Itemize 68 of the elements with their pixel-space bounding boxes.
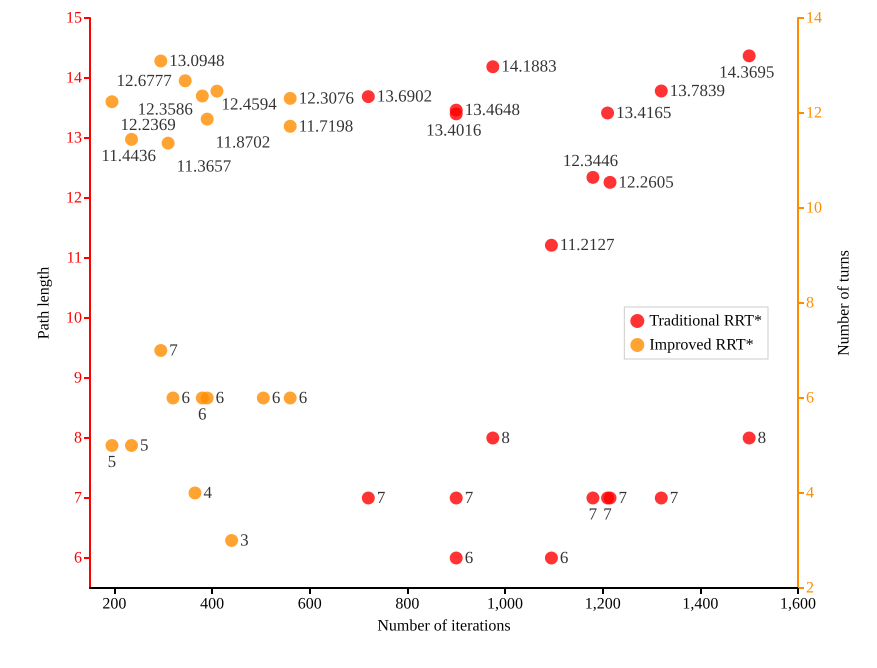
data-label: 7 xyxy=(169,340,178,360)
data-label: 13.0948 xyxy=(169,50,225,70)
y2-tick-label: 10 xyxy=(806,200,822,216)
data-label: 13.6902 xyxy=(376,86,432,106)
x-tick-label: 1,000 xyxy=(487,596,524,612)
y2-tick-label: 2 xyxy=(806,580,814,596)
data-label: 4 xyxy=(203,483,212,502)
y-tick-label: 8 xyxy=(74,430,82,446)
y-tick-label: 9 xyxy=(74,370,82,386)
x-tick-label: 1,400 xyxy=(682,596,718,612)
data-label: 6 xyxy=(272,388,280,407)
data-label: 13.4016 xyxy=(426,120,482,140)
x-tick-label: 800 xyxy=(395,596,420,612)
data-label: 12.3076 xyxy=(298,88,354,108)
y2-tick-label: 12 xyxy=(806,104,822,122)
y-tick-label: 12 xyxy=(66,190,82,206)
data-label: 7 xyxy=(376,488,386,507)
data-label: 13.4648 xyxy=(464,100,520,120)
y-tick-label: 10 xyxy=(66,310,82,326)
data-label: 14.1883 xyxy=(501,56,557,76)
data-label: 11.4436 xyxy=(101,146,156,165)
y-tick-label: 11 xyxy=(66,250,82,266)
y2-axis-title: Number of turns xyxy=(836,250,852,356)
y-tick-label: 15 xyxy=(66,10,82,26)
y-tick-label: 13 xyxy=(66,130,82,146)
y2-tick-label: 6 xyxy=(806,390,814,406)
data-label: 7 xyxy=(464,488,474,507)
data-label: 8 xyxy=(501,428,510,447)
data-label: 11.8702 xyxy=(216,132,270,152)
y2-tick-label: 14 xyxy=(806,10,822,26)
data-label: 5 xyxy=(108,452,116,471)
legend-label: Improved RRT* xyxy=(649,336,754,354)
data-label: 7 xyxy=(588,504,598,524)
x-tick-label: 600 xyxy=(298,596,322,612)
data-label: 3 xyxy=(240,530,249,550)
data-label: 6 xyxy=(560,548,568,567)
y2-tick-label: 4 xyxy=(806,484,814,502)
y-tick-label: 7 xyxy=(74,490,82,506)
data-label: 6 xyxy=(182,388,190,407)
data-label: 5 xyxy=(140,436,149,454)
data-label: 7 xyxy=(603,504,612,524)
x-axis-title: Number of iterations xyxy=(377,618,511,634)
data-label: 6 xyxy=(464,548,474,567)
data-label: 11.7198 xyxy=(298,116,354,136)
data-label: 6 xyxy=(298,388,308,407)
data-label: 7 xyxy=(618,488,628,507)
data-label: 11.2127 xyxy=(560,235,616,254)
x-tick-label: 400 xyxy=(200,596,224,612)
data-label: 8 xyxy=(758,428,766,447)
y-axis-title: Path length xyxy=(36,266,52,340)
data-label: 6 xyxy=(216,388,224,407)
y-tick-label: 6 xyxy=(74,550,82,566)
data-label: 12.3446 xyxy=(562,150,618,170)
data-label: 13.7839 xyxy=(670,80,726,100)
data-label: 12.4594 xyxy=(221,94,278,114)
y2-tick-label: 8 xyxy=(806,294,814,312)
x-tick-label: 1,200 xyxy=(584,596,621,612)
data-label: 7 xyxy=(670,488,679,507)
data-label: 13.4165 xyxy=(616,103,672,122)
data-label: 14.3695 xyxy=(719,62,774,82)
data-label: 11.3657 xyxy=(176,156,232,176)
data-label: 6 xyxy=(198,404,207,424)
data-label: 12.2605 xyxy=(618,172,674,192)
x-tick-label: 1,600 xyxy=(780,596,816,612)
legend-label: Traditional RRT* xyxy=(649,312,762,330)
y-tick-label: 14 xyxy=(66,70,82,86)
data-label: 12.6777 xyxy=(116,70,172,90)
x-tick-label: 200 xyxy=(102,596,126,612)
